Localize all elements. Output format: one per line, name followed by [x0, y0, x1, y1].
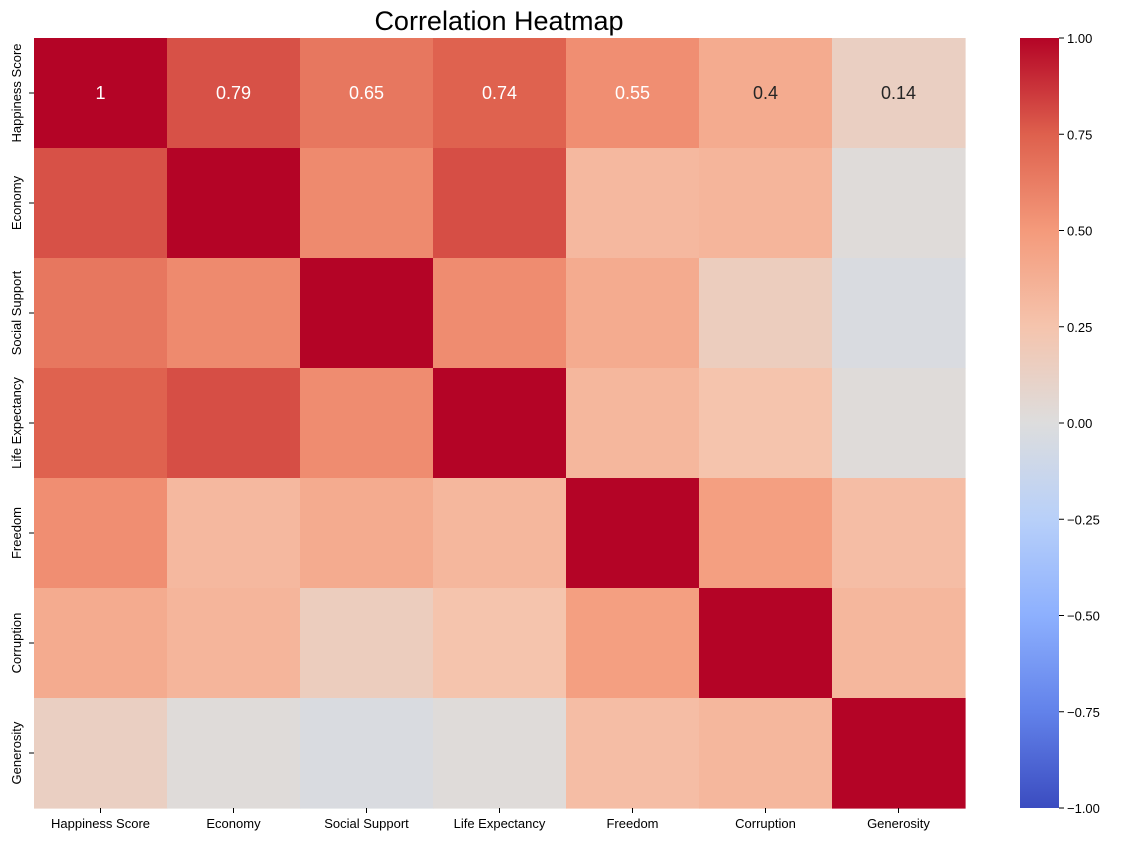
y-tick-label: Economy [9, 175, 24, 230]
heatmap-cell [699, 698, 833, 809]
heatmap-cell [566, 148, 700, 259]
y-tick-label: Generosity [9, 721, 24, 784]
cell-annotation: 0.79 [216, 83, 251, 103]
heatmap-cell [566, 38, 700, 149]
x-tick-label: Social Support [324, 816, 409, 831]
heatmap-cell [566, 368, 700, 479]
chart-title: Correlation Heatmap [374, 6, 623, 36]
heatmap-cell [832, 258, 966, 369]
heatmap-cell [167, 258, 301, 369]
heatmap-cell [433, 588, 567, 699]
cell-annotation: 0.74 [482, 83, 517, 103]
heatmap-cell [566, 698, 700, 809]
heatmap-cell [832, 478, 966, 589]
heatmap-cell [699, 478, 833, 589]
heatmap-cell [566, 478, 700, 589]
heatmap-cell [300, 368, 434, 479]
x-axis-ticks: Happiness Score Economy Social Support Life… [51, 808, 930, 831]
cell-annotation: 0.55 [615, 83, 650, 103]
y-tick-label: Corruption [9, 613, 24, 674]
y-tick-label: Freedom [9, 507, 24, 559]
x-tick-label: Corruption [735, 816, 796, 831]
heatmap-cell [566, 258, 700, 369]
y-tick-label: Social Support [9, 270, 24, 355]
colorbar-tick-label: −0.50 [1067, 609, 1100, 624]
heatmap-cell [300, 258, 434, 369]
x-tick-label: Freedom [606, 816, 658, 831]
heatmap-cell [167, 588, 301, 699]
heatmap-cell [167, 38, 301, 149]
heatmap-cell [167, 478, 301, 589]
heatmap-cell [699, 258, 833, 369]
heatmap-cell [433, 258, 567, 369]
heatmap-cell [832, 698, 966, 809]
x-tick-label: Generosity [867, 816, 930, 831]
colorbar-tick-label: 0.50 [1067, 224, 1092, 239]
x-tick-label: Economy [206, 816, 261, 831]
heatmap-cell [300, 588, 434, 699]
heatmap-cell [832, 588, 966, 699]
heatmap-cell [433, 478, 567, 589]
colorbar: 1.00 0.75 0.50 0.25 0.00 −0.25 −0.50 −0.75 −1.00 [1020, 31, 1100, 816]
heatmap-cell [300, 38, 434, 149]
heatmap-cell [34, 258, 168, 369]
cell-annotation: 0.14 [881, 83, 916, 103]
x-tick-label: Happiness Score [51, 816, 150, 831]
heatmap-cell [832, 38, 966, 149]
heatmap-cell [699, 368, 833, 479]
cell-annotation: 0.65 [349, 83, 384, 103]
heatmap-cell [34, 588, 168, 699]
cell-annotations: 1 0.79 0.65 0.74 0.55 0.4 0.14 [95, 83, 916, 103]
heatmap-cell [699, 38, 833, 149]
colorbar-tick-label: −1.00 [1067, 801, 1100, 816]
colorbar-gradient [1020, 38, 1059, 808]
heatmap-cell [433, 698, 567, 809]
heatmap-cell [433, 148, 567, 259]
heatmap-cells [34, 38, 966, 809]
heatmap-cell [699, 148, 833, 259]
y-tick-label: Happiness Score [9, 44, 24, 143]
cell-annotation: 0.4 [753, 83, 778, 103]
colorbar-tick-label: −0.75 [1067, 705, 1100, 720]
heatmap-cell [34, 698, 168, 809]
heatmap-cell [167, 148, 301, 259]
heatmap-cell [167, 698, 301, 809]
colorbar-ticks: 1.00 0.75 0.50 0.25 0.00 −0.25 −0.50 −0.75 −1.00 [1059, 31, 1100, 816]
colorbar-tick-label: 1.00 [1067, 31, 1092, 46]
heatmap-cell [699, 588, 833, 699]
colorbar-tick-label: 0.25 [1067, 320, 1092, 335]
heatmap-cell [300, 698, 434, 809]
heatmap-cell [167, 368, 301, 479]
heatmap-cell [34, 368, 168, 479]
colorbar-tick-label: 0.00 [1067, 416, 1092, 431]
colorbar-tick-label: 0.75 [1067, 127, 1092, 142]
y-axis-ticks: Happiness Score Economy Social Support Life… [9, 44, 34, 784]
y-tick-label: Life Expectancy [9, 377, 24, 469]
heatmap-cell [34, 478, 168, 589]
heatmap-cell [832, 148, 966, 259]
heatmap-cell [433, 38, 567, 149]
heatmap-cell [34, 148, 168, 259]
heatmap-cell [300, 148, 434, 259]
heatmap-cell [433, 368, 567, 479]
colorbar-tick-label: −0.25 [1067, 512, 1100, 527]
x-tick-label: Life Expectancy [454, 816, 546, 831]
heatmap-cell [300, 478, 434, 589]
heatmap-cell [832, 368, 966, 479]
heatmap-cell [34, 38, 168, 149]
cell-annotation: 1 [95, 83, 105, 103]
heatmap-cell [566, 588, 700, 699]
